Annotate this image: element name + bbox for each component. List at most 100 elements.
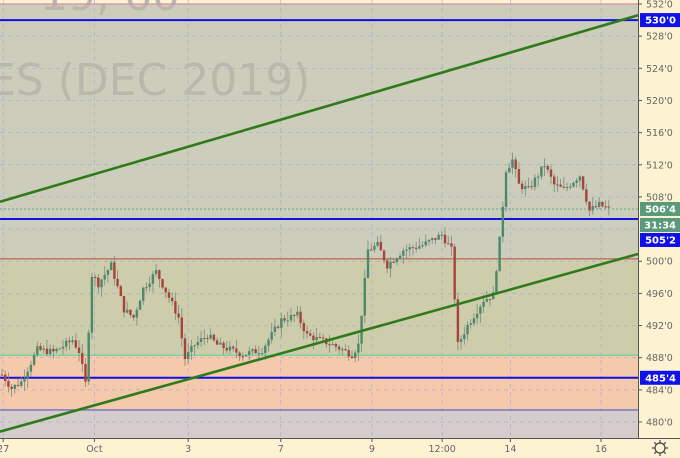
candle-body xyxy=(479,306,482,314)
candle-body xyxy=(52,348,55,352)
candle-body xyxy=(347,350,350,357)
candle-body xyxy=(585,189,588,202)
candle-body xyxy=(386,260,389,269)
watermark-contract: ES (DEC 2019) xyxy=(0,55,310,106)
y-tick-label: 524'0 xyxy=(646,64,673,75)
candle-body xyxy=(4,374,7,381)
candle-body xyxy=(553,176,556,185)
candle-body xyxy=(488,298,492,300)
y-tick-label: 484'0 xyxy=(646,385,673,396)
candle-body xyxy=(10,386,13,389)
candle-body xyxy=(93,276,97,278)
candle-body xyxy=(23,378,26,382)
candle-body xyxy=(411,247,415,249)
candle-body xyxy=(180,317,183,339)
trendline xyxy=(0,252,639,433)
candle-body xyxy=(414,247,418,249)
candle-body xyxy=(334,344,338,347)
candle-body xyxy=(569,186,572,188)
candle-body xyxy=(39,346,42,350)
candle-body xyxy=(106,270,110,275)
gear-icon[interactable] xyxy=(652,440,668,456)
candle-body xyxy=(578,176,582,181)
candle-body xyxy=(546,166,549,170)
candle-body xyxy=(65,340,68,347)
candle-body xyxy=(158,270,161,280)
candle-body xyxy=(135,309,139,318)
candle-body xyxy=(588,201,591,211)
candle-body xyxy=(540,166,543,177)
candle-body xyxy=(508,167,511,173)
candle-body xyxy=(440,234,444,236)
trendline xyxy=(0,14,639,203)
candle-body xyxy=(36,346,39,355)
candle-body xyxy=(251,349,254,352)
candle-body xyxy=(373,245,376,250)
candle-body xyxy=(463,334,466,340)
candle-body xyxy=(209,334,212,339)
y-tick-label: 532'0 xyxy=(646,0,673,11)
candle-body xyxy=(228,346,232,351)
candle-body xyxy=(466,324,469,335)
candle-body xyxy=(42,348,45,350)
candle-body xyxy=(524,186,527,190)
candle-body xyxy=(248,351,251,355)
candle-body xyxy=(312,335,315,341)
candle-body xyxy=(241,356,244,358)
candle-body xyxy=(116,278,119,287)
zone-band xyxy=(0,409,638,438)
candle-body xyxy=(504,172,508,207)
candle-body xyxy=(203,338,206,340)
candle-body xyxy=(475,313,479,319)
price-tag-485: 485'4 xyxy=(645,373,676,384)
candle-body xyxy=(431,238,434,241)
candle-body xyxy=(309,333,312,336)
candle-body xyxy=(84,363,87,382)
candle-body xyxy=(389,261,392,269)
candle-body xyxy=(366,249,370,279)
x-tick-label: 27 xyxy=(0,444,9,455)
x-tick-label: 9 xyxy=(369,444,375,455)
candle-body xyxy=(562,186,566,188)
candle-body xyxy=(565,187,569,189)
x-tick-label: Oct xyxy=(86,444,103,455)
candle-body xyxy=(572,182,575,187)
y-tick-label: 528'0 xyxy=(646,32,673,43)
candle-body xyxy=(170,297,174,302)
candle-body xyxy=(16,384,20,386)
candle-body xyxy=(283,318,286,321)
candle-body xyxy=(142,287,145,301)
candle-body xyxy=(520,183,524,190)
current-price-tag-bg xyxy=(640,201,680,216)
candle-body xyxy=(495,271,498,293)
candle-body xyxy=(485,298,488,302)
y-tick-label: 516'0 xyxy=(646,128,673,139)
candle-body xyxy=(190,345,193,352)
candle-body xyxy=(167,292,171,298)
candle-body xyxy=(7,380,10,387)
candle-body xyxy=(382,250,386,261)
candle-body xyxy=(299,311,302,323)
candle-body xyxy=(55,348,58,352)
candle-body xyxy=(231,346,235,349)
x-tick-label: 12:00 xyxy=(428,444,455,455)
candle-body xyxy=(344,349,347,351)
candle-body xyxy=(270,331,273,340)
candle-body xyxy=(138,300,142,310)
candle-body xyxy=(427,240,431,242)
candle-body xyxy=(556,184,559,186)
countdown-tag: 31:34 xyxy=(644,220,676,231)
candle-body xyxy=(68,340,71,343)
candle-body xyxy=(363,278,366,316)
x-tick-label: 14 xyxy=(504,444,516,455)
y-tick-label: 508'0 xyxy=(646,192,673,203)
current-price-tag: 506'4 xyxy=(645,204,676,215)
candle-body xyxy=(161,279,164,288)
candle-body xyxy=(296,311,299,316)
candle-body xyxy=(122,296,126,313)
candle-body xyxy=(74,340,78,348)
candle-body xyxy=(392,261,395,263)
candle-body xyxy=(575,180,578,183)
y-tick-label: 512'0 xyxy=(646,160,673,171)
